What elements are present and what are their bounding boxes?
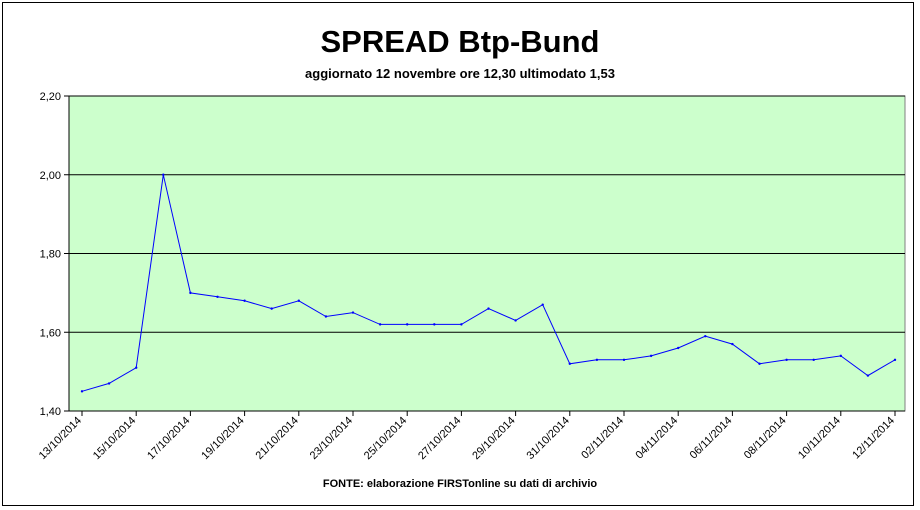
data-point bbox=[487, 307, 490, 310]
x-tick-label: 29/10/2014 bbox=[470, 415, 517, 462]
x-tick-label: 19/10/2014 bbox=[199, 415, 246, 462]
x-tick-label: 23/10/2014 bbox=[308, 415, 355, 462]
data-point bbox=[243, 299, 246, 302]
x-tick-label: 17/10/2014 bbox=[145, 415, 192, 462]
x-tick-label: 12/11/2014 bbox=[850, 415, 897, 462]
x-tick-label: 31/10/2014 bbox=[525, 415, 572, 462]
data-point bbox=[866, 374, 870, 377]
chart-source: FONTE: elaborazione FIRSTonline su dati … bbox=[322, 478, 598, 490]
x-tick-label: 02/11/2014 bbox=[579, 415, 626, 462]
data-point bbox=[785, 358, 788, 362]
data-point bbox=[189, 291, 192, 295]
x-tick-label: 08/11/2014 bbox=[742, 415, 789, 462]
data-point bbox=[731, 342, 734, 346]
x-tick-label: 13/10/2014 bbox=[37, 415, 84, 462]
data-point bbox=[406, 323, 409, 326]
data-point bbox=[622, 358, 626, 362]
data-point bbox=[758, 362, 761, 365]
data-point bbox=[270, 307, 273, 310]
data-point bbox=[324, 315, 328, 318]
data-point bbox=[80, 390, 84, 393]
data-point bbox=[460, 323, 463, 326]
y-tick-label: 2,20 bbox=[40, 91, 61, 103]
x-tick-label: 27/10/2014 bbox=[416, 415, 463, 462]
x-tick-label: 10/11/2014 bbox=[796, 415, 843, 462]
data-point bbox=[541, 303, 544, 306]
y-tick-label: 2,00 bbox=[40, 170, 61, 182]
data-point bbox=[839, 354, 842, 358]
x-tick-label: 04/11/2014 bbox=[633, 415, 680, 462]
data-point bbox=[595, 358, 599, 362]
data-point bbox=[568, 362, 571, 365]
x-tick-label: 15/10/2014 bbox=[91, 415, 138, 462]
y-tick-label: 1,40 bbox=[40, 406, 61, 418]
y-tick-label: 1,60 bbox=[40, 327, 61, 339]
data-point bbox=[677, 346, 680, 350]
x-tick-label: 06/11/2014 bbox=[688, 415, 735, 462]
data-point bbox=[135, 366, 138, 369]
y-tick-label: 1,80 bbox=[40, 249, 61, 261]
x-tick-label: 25/10/2014 bbox=[362, 415, 409, 462]
data-point bbox=[514, 319, 517, 322]
chart-title: SPREAD Btp-Bund bbox=[320, 24, 600, 59]
data-point bbox=[107, 382, 111, 385]
x-tick-label: 21/10/2014 bbox=[254, 415, 301, 462]
chart-subtitle: aggiornato 12 novembre ore 12,30 ultimod… bbox=[305, 66, 615, 81]
data-point bbox=[351, 311, 355, 314]
data-point bbox=[649, 354, 653, 358]
data-point bbox=[297, 299, 300, 302]
data-point bbox=[162, 173, 165, 176]
data-point bbox=[378, 323, 382, 326]
data-point bbox=[433, 323, 436, 326]
data-point bbox=[893, 358, 897, 362]
data-point bbox=[704, 334, 707, 338]
data-point bbox=[216, 295, 219, 299]
data-point bbox=[812, 358, 815, 362]
